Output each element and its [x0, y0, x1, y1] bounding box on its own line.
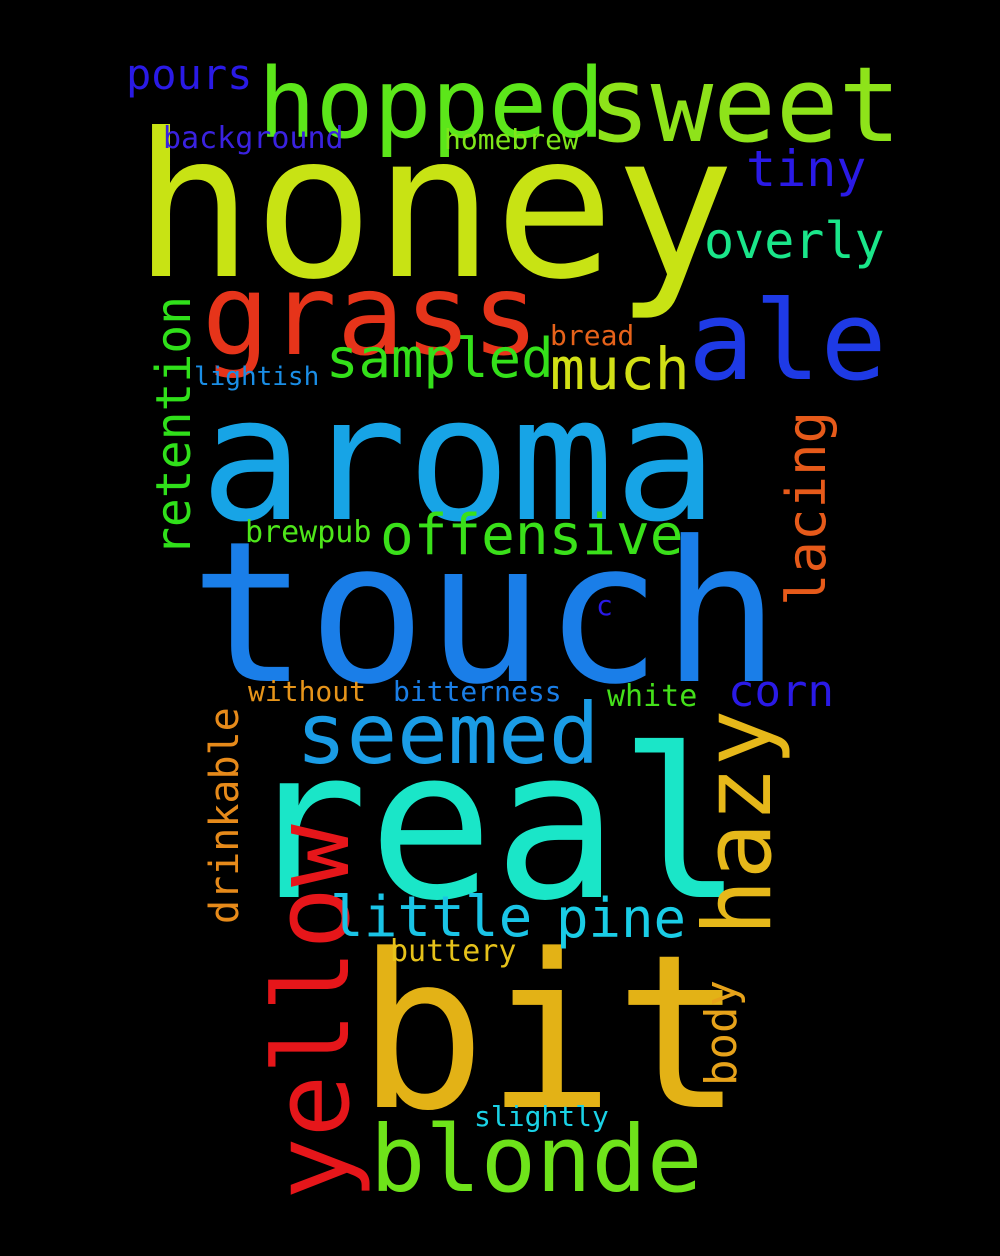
word-touch: touch: [190, 500, 781, 728]
word-ale: ale: [688, 277, 887, 405]
word-lightish: lightish: [194, 362, 320, 392]
word-homebrew: homebrew: [444, 123, 579, 156]
word-drinkable: drinkable: [202, 707, 248, 924]
word-corn: corn: [728, 666, 834, 717]
word-yellow: yellow: [251, 824, 373, 1200]
word-hazy: hazy: [684, 709, 793, 936]
word-bread: bread: [550, 319, 635, 352]
word-hopped: hopped: [258, 48, 605, 160]
word-white: white: [607, 679, 698, 714]
word-background: background: [163, 121, 344, 156]
word-pine: pine: [556, 887, 687, 950]
word-blonde: blonde: [370, 1106, 703, 1213]
word-overly: overly: [704, 212, 885, 270]
word-tiny: tiny: [746, 140, 867, 198]
word-buttery: buttery: [390, 934, 517, 969]
word-honey: honey: [133, 91, 736, 324]
word-bitterness: bitterness: [393, 675, 562, 708]
word-retention: retention: [146, 295, 202, 556]
word-pours: pours: [126, 50, 253, 99]
word-sweet: sweet: [588, 44, 902, 166]
word-without: without: [248, 675, 367, 708]
word-slightly: slightly: [474, 1100, 609, 1133]
word-sampled: sampled: [326, 327, 554, 390]
word-bit: bit: [357, 909, 744, 1158]
word-lacing: lacing: [775, 410, 838, 606]
word-offensive: offensive: [380, 503, 684, 568]
word-body: body: [696, 980, 747, 1086]
word-much: much: [550, 335, 690, 403]
word-real: real: [243, 705, 744, 947]
word-seemed: seemed: [296, 685, 600, 783]
word-grass: grass: [202, 251, 540, 381]
word-aroma: aroma: [200, 359, 718, 560]
word-little: little: [330, 885, 533, 950]
word-brewpub: brewpub: [245, 515, 372, 550]
word-c: c: [596, 589, 613, 622]
